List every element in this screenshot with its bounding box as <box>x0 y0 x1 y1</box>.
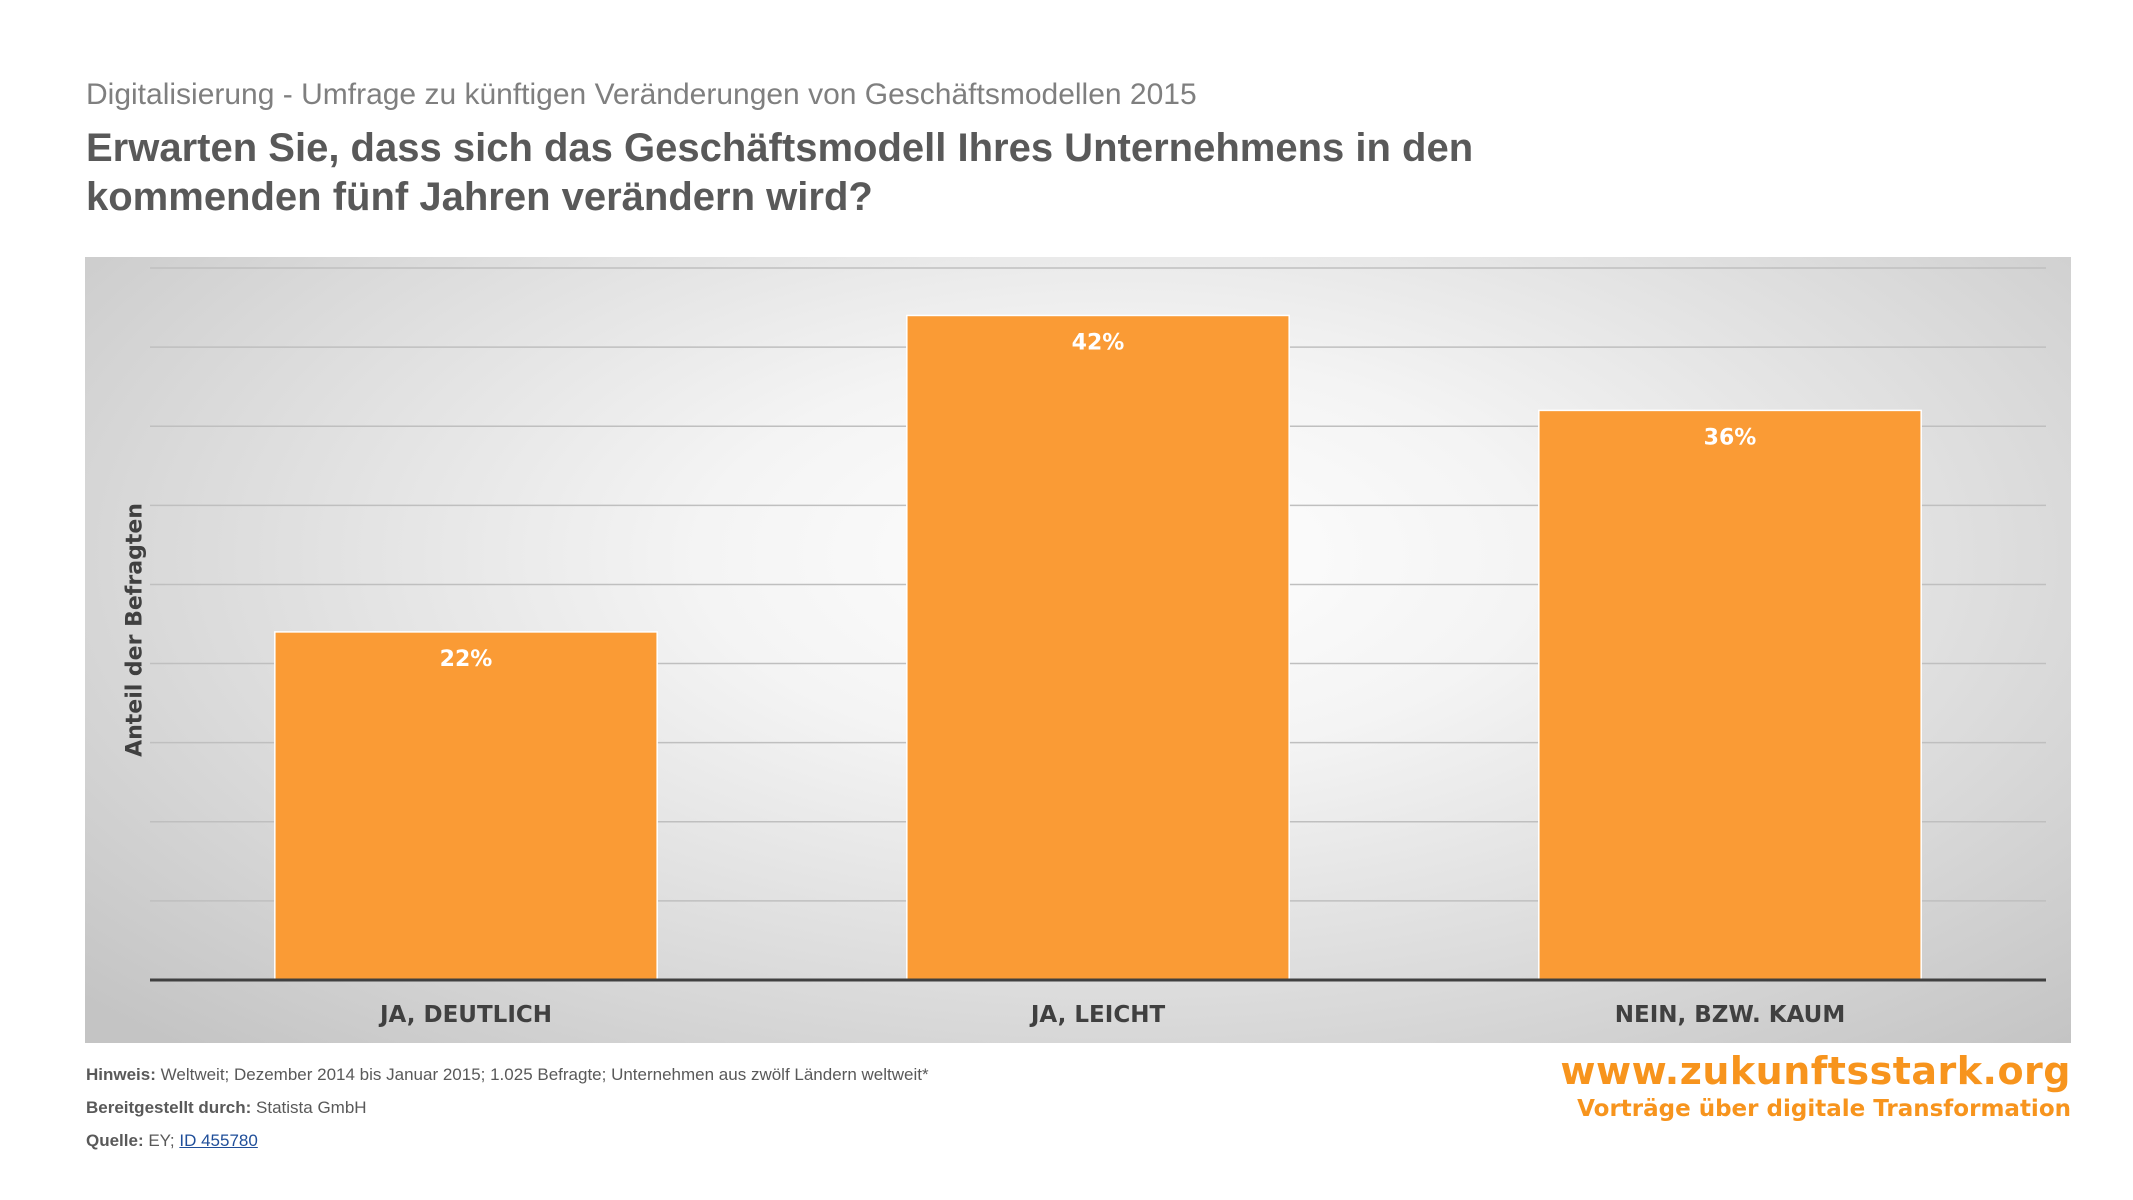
data-label-1: 22% <box>440 647 493 672</box>
brand-block: www.zukunftsstark.org Vorträge über digi… <box>1560 1048 2071 1124</box>
chart-title: Erwarten Sie, dass sich das Geschäftsmod… <box>86 126 1474 219</box>
note-bereitgestellt-label: Bereitgestellt durch: <box>86 1098 252 1117</box>
note-hinweis: Hinweis: Weltweit; Dezember 2014 bis Jan… <box>86 1058 929 1091</box>
bar-2 <box>906 314 1290 981</box>
source-id-link[interactable]: ID 455780 <box>179 1131 258 1150</box>
x-tick-label-1: JA, DEUTLICH <box>378 1002 552 1028</box>
note-quelle-label: Quelle: <box>86 1131 144 1150</box>
bar-3 <box>1538 409 1922 981</box>
brand-tagline: Vorträge über digitale Transformation <box>1577 1096 2071 1122</box>
x-tick-label-2: JA, LEICHT <box>1029 1002 1166 1028</box>
chart-panel: 22% JA, DEUTLICH 42% JA, LEICHT 36% NEIN, BZW… <box>85 257 2071 1043</box>
chart-subtitle: Digitalisierung - Umfrage zu künftigen V… <box>86 78 1197 111</box>
note-quelle-text: EY; <box>143 1131 180 1150</box>
brand-url[interactable]: www.zukunftsstark.org <box>1560 1049 2071 1093</box>
footnotes: Hinweis: Weltweit; Dezember 2014 bis Jan… <box>86 1058 929 1157</box>
note-bereitgestellt-text: Statista GmbH <box>251 1098 367 1117</box>
bar-1 <box>274 631 658 981</box>
bar-chart: 22% JA, DEUTLICH 42% JA, LEICHT 36% NEIN, BZW… <box>150 267 2046 1028</box>
note-hinweis-text: Weltweit; Dezember 2014 bis Januar 2015;… <box>155 1065 929 1084</box>
note-quelle: Quelle: EY; ID 455780 <box>86 1124 929 1157</box>
data-label-2: 42% <box>1072 330 1125 355</box>
y-axis-label: Anteil der Befragten <box>122 503 148 757</box>
note-hinweis-label: Hinweis: <box>86 1065 156 1084</box>
x-tick-label-3: NEIN, BZW. KAUM <box>1615 1002 1845 1028</box>
data-label-3: 36% <box>1704 425 1757 450</box>
note-bereitgestellt: Bereitgestellt durch: Statista GmbH <box>86 1091 929 1124</box>
